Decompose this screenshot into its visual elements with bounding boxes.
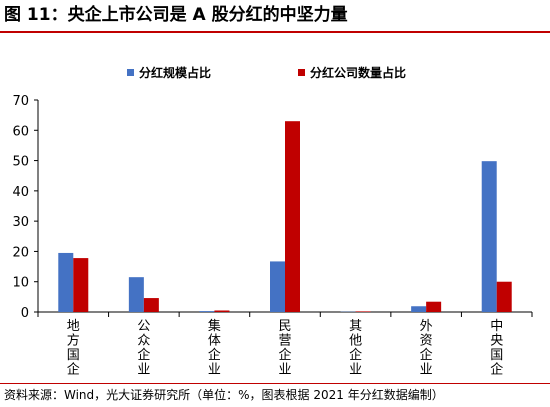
bar-1-2 [128, 277, 144, 312]
source-note: 资料来源：Wind，光大证券研究所（单位：%，图表根据 2021 年分红数据编制… [4, 388, 444, 402]
bar-1-7 [481, 161, 497, 312]
bar-2-5 [355, 311, 371, 312]
y-axis: 0 10 20 30 40 50 60 70 [12, 94, 39, 321]
x-tick-label: 民营企业 [278, 319, 291, 378]
bar-1-1 [58, 252, 74, 312]
y-tick-label: 20 [12, 245, 29, 260]
x-tick-label: 地方国企 [67, 319, 80, 378]
bar-series [58, 121, 512, 312]
x-axis: 地方国企 公众企业 集体企业 民营企业 其他企业 外资企业 中央国企 [37, 311, 533, 378]
legend-swatch-1 [127, 69, 134, 76]
y-tick-label: 10 [12, 276, 29, 291]
bar-2-7 [496, 281, 512, 312]
y-tick-label: 40 [12, 185, 29, 200]
y-tick-label: 30 [12, 215, 29, 230]
y-tick-label: 70 [12, 94, 29, 109]
chart-legend: 分红规模占比 分红公司数量占比 [127, 65, 406, 80]
y-tick-label: 0 [21, 306, 29, 321]
x-tick-label: 集体企业 [208, 318, 221, 378]
x-tick-label: 其他企业 [349, 319, 362, 378]
bar-2-6 [426, 301, 442, 312]
legend-label-1: 分红规模占比 [139, 65, 211, 80]
bar-1-4 [270, 261, 285, 312]
legend-swatch-2 [298, 69, 305, 76]
bar-1-6 [411, 306, 427, 312]
source-divider [0, 383, 550, 384]
y-tick-label: 50 [12, 155, 29, 170]
title-divider [0, 31, 550, 33]
x-tick-label: 公众企业 [137, 319, 150, 378]
bar-2-1 [73, 258, 89, 312]
bar-2-2 [143, 298, 159, 312]
y-tick-label: 60 [12, 124, 29, 139]
bar-1-3 [199, 311, 215, 312]
legend-label-2: 分红公司数量占比 [310, 65, 406, 80]
figure-title: 图 11：央企上市公司是 A 股分红的中坚力量 [4, 5, 348, 25]
bar-2-3 [214, 310, 230, 312]
bar-2-4 [285, 121, 300, 312]
x-tick-label: 外资企业 [420, 319, 433, 378]
x-tick-label: 中央国企 [490, 319, 503, 378]
